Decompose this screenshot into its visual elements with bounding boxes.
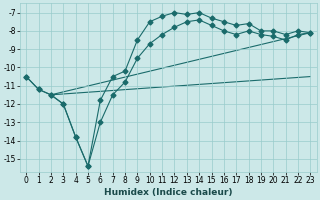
X-axis label: Humidex (Indice chaleur): Humidex (Indice chaleur) xyxy=(104,188,233,197)
